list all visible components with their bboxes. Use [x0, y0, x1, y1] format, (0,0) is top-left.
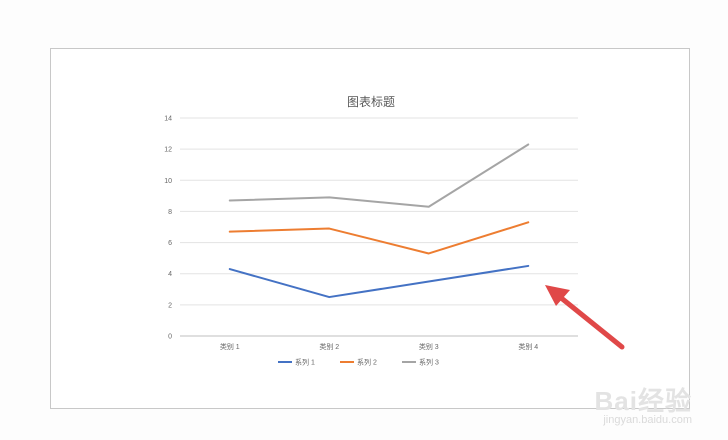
- watermark-url: jingyan.baidu.com: [603, 414, 692, 426]
- gridlines: [180, 117, 578, 337]
- legend-label: 系列 3: [419, 358, 439, 367]
- y-tick-label: 8: [168, 209, 172, 216]
- y-tick-label: 12: [164, 147, 172, 154]
- y-tick-label: 2: [168, 302, 172, 309]
- series-lines: [228, 143, 530, 299]
- legend: 系列 1 系列 2 系列 3: [278, 358, 439, 367]
- series-line: [228, 264, 530, 299]
- watermark-brand: Bai经验: [594, 386, 692, 416]
- arrow-head: [545, 285, 570, 306]
- y-tick-label: 14: [164, 116, 172, 123]
- y-tick-label: 6: [168, 240, 172, 247]
- x-tick-label: 类别 1: [220, 342, 240, 351]
- chart-frame: [50, 48, 690, 409]
- series-line: [228, 143, 530, 208]
- series-line: [228, 221, 530, 255]
- y-tick-label: 0: [168, 334, 172, 341]
- x-tick-label: 类别 4: [518, 342, 538, 351]
- y-axis-ticks: 0 2 4 6 8 10 12 14: [164, 116, 172, 341]
- y-tick-label: 10: [164, 178, 172, 185]
- chart-title: 图表标题: [347, 95, 395, 109]
- x-tick-label: 类别 2: [319, 342, 339, 351]
- arrow-shaft: [557, 294, 625, 350]
- annotation-arrow: [545, 285, 625, 350]
- legend-label: 系列 2: [357, 358, 377, 367]
- y-tick-label: 4: [168, 271, 172, 278]
- x-tick-label: 类别 3: [419, 342, 439, 351]
- x-axis-ticks: 类别 1 类别 2 类别 3 类别 4: [220, 342, 538, 351]
- legend-label: 系列 1: [295, 358, 315, 367]
- watermark: Bai经验 jingyan.baidu.com: [595, 381, 692, 426]
